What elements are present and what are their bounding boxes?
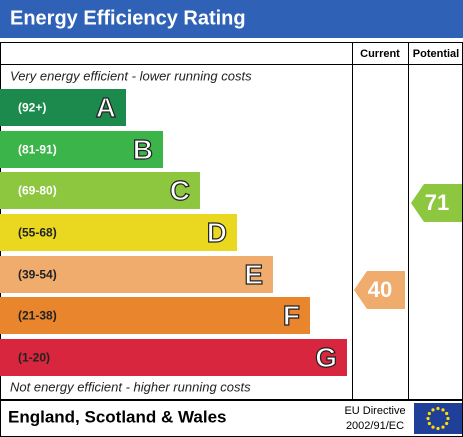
potential-value: 71 <box>425 190 449 215</box>
band-bar <box>0 297 310 334</box>
band-bar <box>0 172 200 209</box>
band-range: (39-54) <box>18 268 57 282</box>
potential-arrow <box>411 184 462 222</box>
band-range: (55-68) <box>18 226 57 240</box>
band-range: (69-80) <box>18 184 57 198</box>
band-letter: A <box>96 92 116 123</box>
eu-star <box>441 425 445 429</box>
band-range: (81-91) <box>18 143 57 157</box>
band-bar <box>0 89 126 126</box>
eu-star <box>436 426 440 431</box>
band-range: (92+) <box>18 101 46 115</box>
band-letter: C <box>170 175 190 206</box>
current-value: 40 <box>368 277 392 302</box>
band-range: (21-38) <box>18 309 57 323</box>
region: England, Scotland & Wales <box>8 407 227 426</box>
band-bar <box>0 339 347 376</box>
band-letter: B <box>133 134 153 165</box>
eu-star <box>445 421 449 426</box>
eu-star <box>431 425 435 429</box>
band-letter: D <box>207 217 227 248</box>
bottom-note: Not energy efficient - higher running co… <box>10 379 251 394</box>
band-range: (1-20) <box>18 351 50 365</box>
eu-star <box>431 408 435 412</box>
eu-star <box>445 411 449 416</box>
band-bar <box>0 256 273 293</box>
directive: 2002/91/EC <box>346 420 404 432</box>
title: Energy Efficiency Rating <box>10 7 246 29</box>
col-header: Potential <box>413 48 459 60</box>
band-bar <box>0 214 237 251</box>
current-arrow <box>354 271 405 309</box>
top-note: Very energy efficient - lower running co… <box>10 68 252 83</box>
eu-star <box>427 411 431 416</box>
eu-star <box>436 406 440 411</box>
col-header: Current <box>360 48 400 60</box>
eu-star <box>446 416 450 421</box>
footer <box>0 400 463 437</box>
eu-stars <box>426 406 450 431</box>
band-letter: F <box>283 300 300 331</box>
directive: EU Directive <box>344 405 405 417</box>
title-bar <box>0 0 463 38</box>
band-letter: G <box>315 342 337 373</box>
eu-star <box>426 416 430 421</box>
band-bar <box>0 131 163 168</box>
band-letter: E <box>244 259 263 290</box>
eu-star <box>427 421 431 426</box>
eu-star <box>441 408 445 412</box>
